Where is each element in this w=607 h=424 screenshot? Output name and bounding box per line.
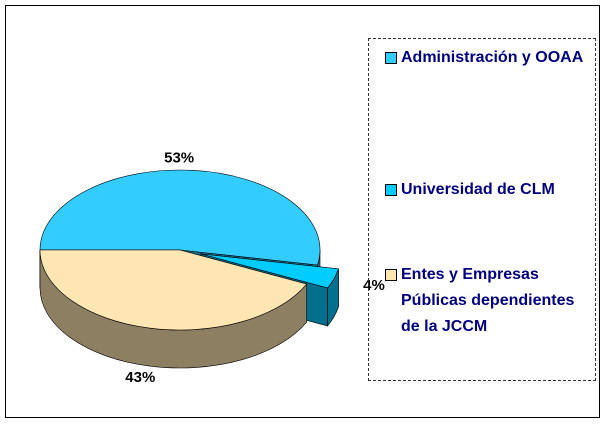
data-label: 53% bbox=[164, 149, 194, 166]
legend-label: Entes y Empresas Públicas dependientes d… bbox=[401, 266, 575, 335]
legend-item: Administración y OOAA bbox=[385, 45, 590, 71]
legend-swatch bbox=[385, 184, 397, 196]
pie-slice bbox=[39, 169, 321, 266]
pie-slice bbox=[200, 253, 339, 289]
legend-item: Entes y Empresas Públicas dependientes d… bbox=[385, 262, 590, 340]
legend-item: Universidad de CLM bbox=[385, 177, 590, 203]
pie-slice bbox=[39, 249, 308, 331]
legend-swatch bbox=[385, 52, 397, 64]
legend: Administración y OOAA Universidad de CLM E… bbox=[368, 38, 596, 381]
data-label: 43% bbox=[125, 369, 155, 386]
legend-label: Universidad de CLM bbox=[401, 181, 555, 198]
legend-swatch bbox=[385, 269, 397, 281]
chart-frame bbox=[5, 5, 600, 418]
legend-label: Administración y OOAA bbox=[401, 49, 584, 66]
